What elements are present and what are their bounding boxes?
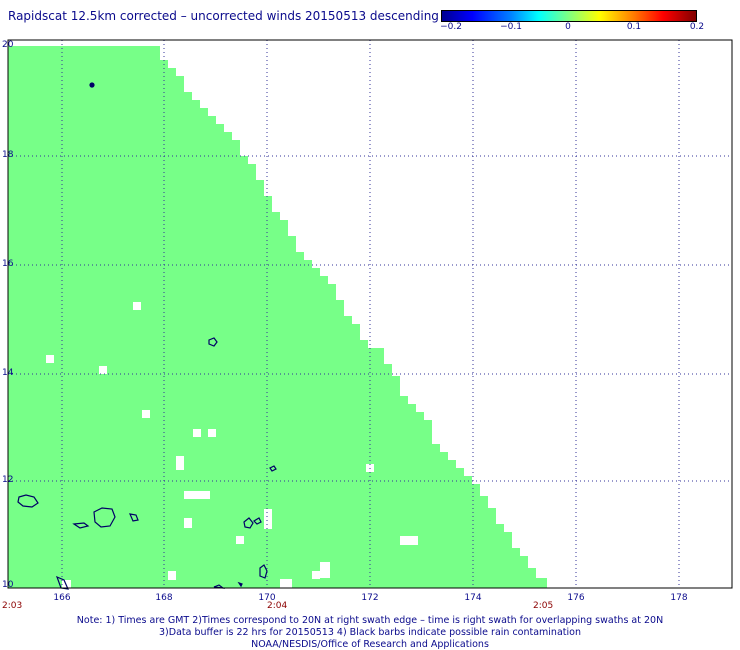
footnote-line: 3)Data buffer is 22 hrs for 20150513 4) … bbox=[159, 627, 581, 638]
colorbar-tick: 0.1 bbox=[626, 22, 642, 32]
colorbar-tick: −0.1 bbox=[500, 22, 522, 32]
footnote-line: Note: 1) Times are GMT 2)Times correspon… bbox=[76, 615, 664, 626]
lon-label: 166 bbox=[53, 593, 71, 603]
lon-label: 174 bbox=[464, 593, 482, 603]
island-coastlines bbox=[17, 82, 277, 590]
lon-label: 172 bbox=[361, 593, 379, 603]
lat-label: 14 bbox=[2, 368, 14, 378]
time-label: 2:03 bbox=[2, 601, 23, 611]
lon-label: 178 bbox=[670, 593, 688, 603]
colorbar-tick: 0.2 bbox=[689, 22, 705, 32]
lat-label: 20 bbox=[2, 40, 14, 50]
swath-area bbox=[8, 46, 547, 588]
lat-label: 16 bbox=[2, 259, 14, 269]
colorbar-tick: −0.2 bbox=[440, 22, 462, 32]
graticule bbox=[8, 40, 732, 588]
time-label: 2:05 bbox=[533, 601, 554, 611]
time-label: 2:04 bbox=[267, 601, 288, 611]
lat-label: 12 bbox=[2, 475, 14, 485]
lon-label: 170 bbox=[258, 593, 276, 603]
map-frame bbox=[7, 39, 733, 589]
map-title: Rapidscat 12.5km corrected – uncorrected… bbox=[8, 9, 439, 23]
lat-label: 18 bbox=[2, 150, 14, 160]
lon-label: 168 bbox=[155, 593, 173, 603]
colorbar-tick: 0 bbox=[565, 22, 571, 32]
footnote-credit: NOAA/NESDIS/Office of Research and Appli… bbox=[251, 639, 489, 650]
colorbar bbox=[441, 10, 697, 22]
lon-label: 176 bbox=[567, 593, 585, 603]
lat-label: 10 bbox=[2, 580, 14, 590]
